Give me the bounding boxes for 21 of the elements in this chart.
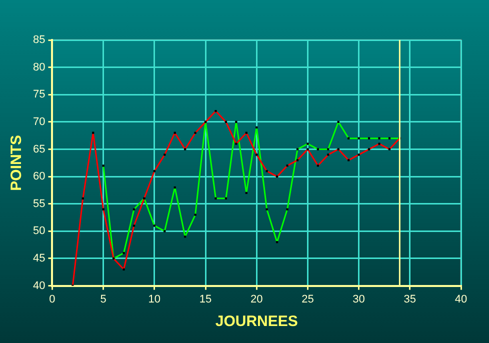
x-tick-label: 25 <box>302 293 314 306</box>
x-tick-label: 30 <box>352 293 365 306</box>
y-tick-label: 40 <box>32 280 46 292</box>
x-tick-label: 35 <box>404 293 416 306</box>
x-tick-label: 40 <box>454 293 468 306</box>
y-tick-label: 75 <box>32 88 46 101</box>
x-tick-label: 0 <box>49 293 56 306</box>
y-tick-label: 80 <box>32 61 46 74</box>
y-axis-title: POINTS <box>8 134 26 191</box>
y-tick-label: 65 <box>32 143 46 156</box>
y-tick-label: 55 <box>32 198 46 210</box>
x-tick-label: 5 <box>100 293 106 306</box>
x-axis-title: JOURNEES <box>215 313 298 330</box>
y-tick-label: 60 <box>32 170 46 183</box>
x-tick-label: 20 <box>250 293 263 306</box>
x-tick-label: 15 <box>199 293 212 306</box>
y-tick-label: 45 <box>32 252 46 265</box>
y-tick-label: 70 <box>32 116 46 128</box>
x-tick-label: 10 <box>148 293 161 306</box>
y-tick-label: 50 <box>32 225 46 238</box>
y-tick-label: 85 <box>32 34 46 46</box>
